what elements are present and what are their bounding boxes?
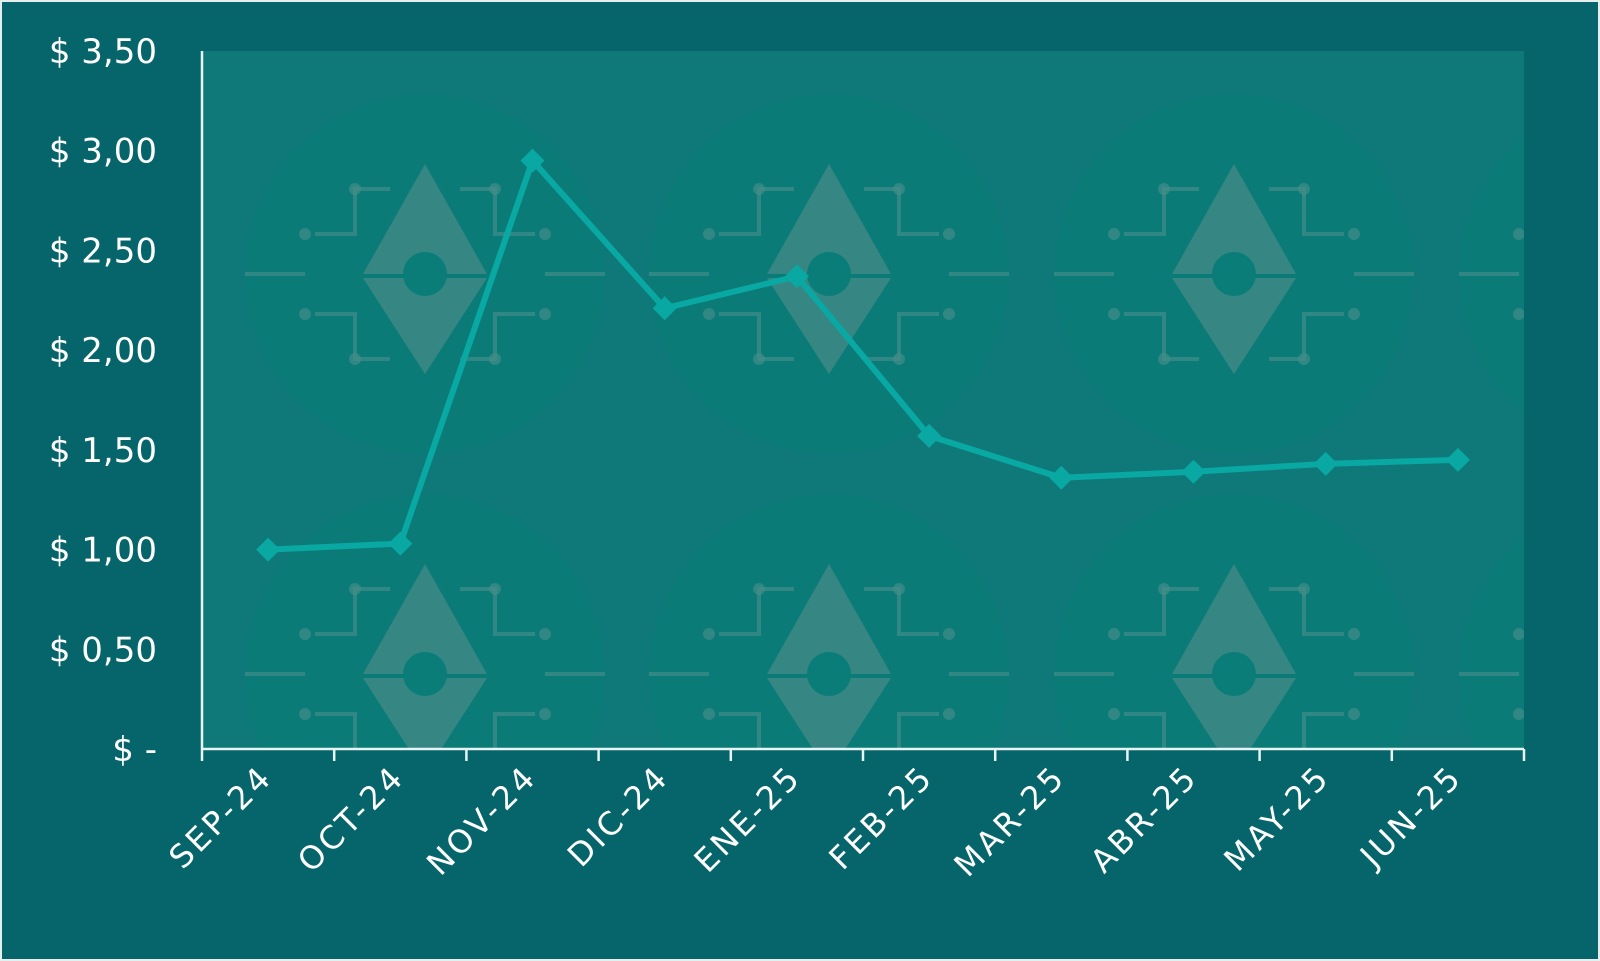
x-tick-label: OCT-24 xyxy=(290,758,412,880)
x-tick-label: ABR-25 xyxy=(1083,758,1205,880)
y-tick-label: $ - xyxy=(112,730,157,770)
series-line xyxy=(265,157,1461,553)
data-point-marker xyxy=(1313,451,1338,476)
x-tick-label: FEB-25 xyxy=(821,758,940,877)
data-point-marker xyxy=(784,264,809,289)
axes xyxy=(200,51,1526,761)
x-tick-label: MAY-25 xyxy=(1216,758,1337,879)
y-tick-label: $ 2,50 xyxy=(49,231,157,271)
x-tick-label: NOV-24 xyxy=(419,758,544,883)
x-tick-label: MAR-25 xyxy=(947,758,1073,884)
x-tick-label: JUN-25 xyxy=(1351,758,1469,876)
data-point-marker xyxy=(388,531,413,556)
data-point-marker xyxy=(917,423,942,448)
y-tick-label: $ 1,00 xyxy=(49,531,157,571)
data-point-marker xyxy=(256,537,281,562)
y-tick-label: $ 2,00 xyxy=(49,331,157,371)
y-tick-label: $ 0,50 xyxy=(49,630,157,670)
data-point-marker xyxy=(1445,447,1470,472)
x-axis-tick-labels: SEP-24 OCT-24 NOV-24 DIC-24 ENE-25 FEB-25 MAR-… xyxy=(161,758,1469,884)
x-tick-label: ENE-25 xyxy=(686,758,808,880)
y-tick-label: $ 1,50 xyxy=(49,431,157,471)
data-point-marker xyxy=(1181,459,1206,484)
x-tick-label: SEP-24 xyxy=(161,758,279,876)
y-axis-tick-labels: $ - $ 0,50 $ 1,00 $ 1,50 $ 2,00 $ 2,50 $ 3,00 $… xyxy=(49,32,157,770)
x-tick-label: DIC-24 xyxy=(560,758,676,874)
data-point-marker xyxy=(520,148,545,173)
data-point-marker xyxy=(652,296,677,321)
y-tick-label: $ 3,50 xyxy=(49,32,157,72)
series-layer xyxy=(256,148,1470,562)
data-point-marker xyxy=(1049,465,1074,490)
y-tick-label: $ 3,00 xyxy=(49,132,157,172)
